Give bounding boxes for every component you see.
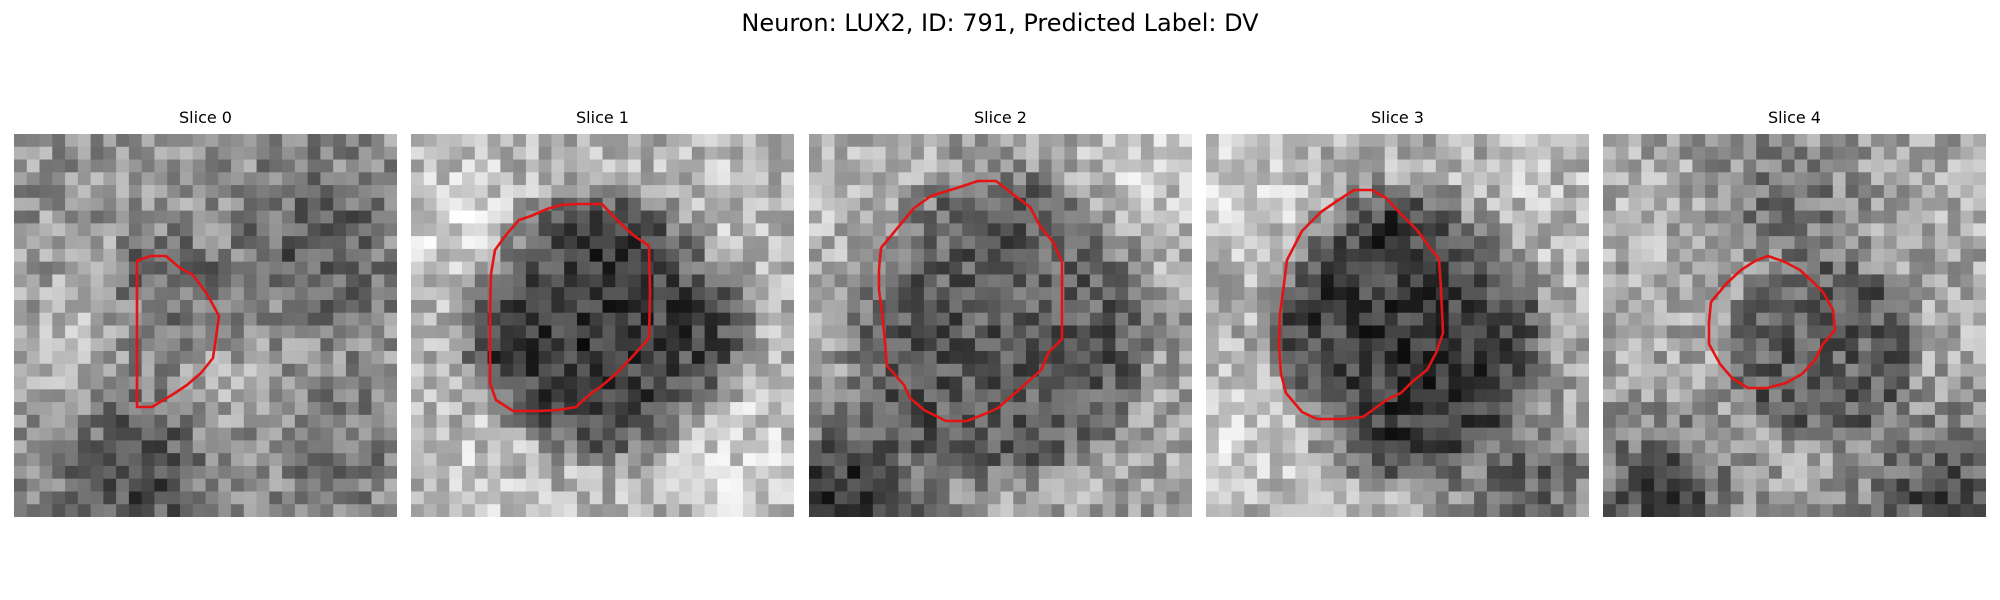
slice-image-1: [411, 134, 794, 517]
slice-image-4: [1603, 134, 1986, 517]
roi-contour-2: [877, 179, 1064, 423]
roi-contour-3: [1277, 188, 1445, 421]
slice-title-4: Slice 4: [1768, 108, 1821, 127]
slice-panel-1: Slice 1: [411, 108, 794, 517]
pixel-grid-0: [14, 134, 397, 517]
slice-title-1: Slice 1: [576, 108, 629, 127]
slice-panel-4: Slice 4: [1603, 108, 1986, 517]
slice-title-2: Slice 2: [974, 108, 1027, 127]
slice-panel-0: Slice 0: [14, 108, 397, 517]
pixel-grid-3: [1206, 134, 1589, 517]
slice-panel-3: Slice 3: [1206, 108, 1589, 517]
figure-title: Neuron: LUX2, ID: 791, Predicted Label: …: [741, 9, 1259, 37]
slice-image-3: [1206, 134, 1589, 517]
slice-panel-2: Slice 2: [809, 108, 1192, 517]
pixel-grid-2: [809, 134, 1192, 517]
roi-contour-4: [1707, 254, 1837, 390]
slice-image-0: [14, 134, 397, 517]
slice-title-0: Slice 0: [179, 108, 232, 127]
pixel-grid-4: [1603, 134, 1986, 517]
slice-title-3: Slice 3: [1371, 108, 1424, 127]
slice-image-2: [809, 134, 1192, 517]
pixel-grid-1: [411, 134, 794, 517]
roi-contour-0: [135, 254, 221, 409]
roi-contour-1: [488, 202, 652, 413]
